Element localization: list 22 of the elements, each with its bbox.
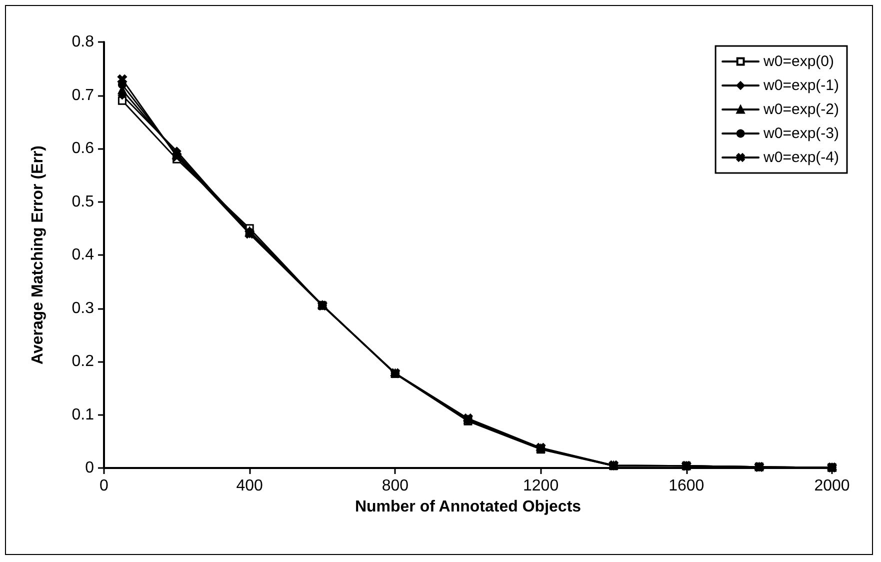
y-tick-label: 0.5 (72, 193, 94, 210)
y-axis-title: Average Matching Error (Err) (30, 145, 46, 365)
legend-label: w0=exp(-3) (762, 125, 840, 142)
x-tick-label: 2000 (814, 478, 850, 494)
y-tick-label: 0.6 (72, 140, 94, 157)
x-tick-label: 800 (382, 478, 409, 494)
x-tick-label: 1200 (523, 478, 559, 494)
y-tick-label: 0.3 (72, 300, 94, 317)
x-axis-title: Number of Annotated Objects (354, 498, 582, 516)
legend-label: w0=exp(-2) (762, 101, 840, 118)
y-tick-label: 0.2 (72, 353, 94, 370)
x-tick-label: 1600 (668, 478, 704, 494)
legend-label: w0=exp(0) (762, 53, 834, 70)
x-tick-label: 0 (100, 478, 109, 494)
legend-label: w0=exp(-1) (762, 77, 840, 94)
y-tick-label: 0 (85, 460, 94, 476)
y-tick-label: 0.7 (72, 86, 94, 104)
y-tick-label: 0.8 (72, 34, 94, 50)
x-tick-label: 400 (236, 478, 264, 494)
legend-label: w0=exp(-4) (762, 149, 840, 166)
y-tick-label: 0.4 (72, 246, 94, 264)
y-tick-label: 0.1 (72, 406, 94, 424)
